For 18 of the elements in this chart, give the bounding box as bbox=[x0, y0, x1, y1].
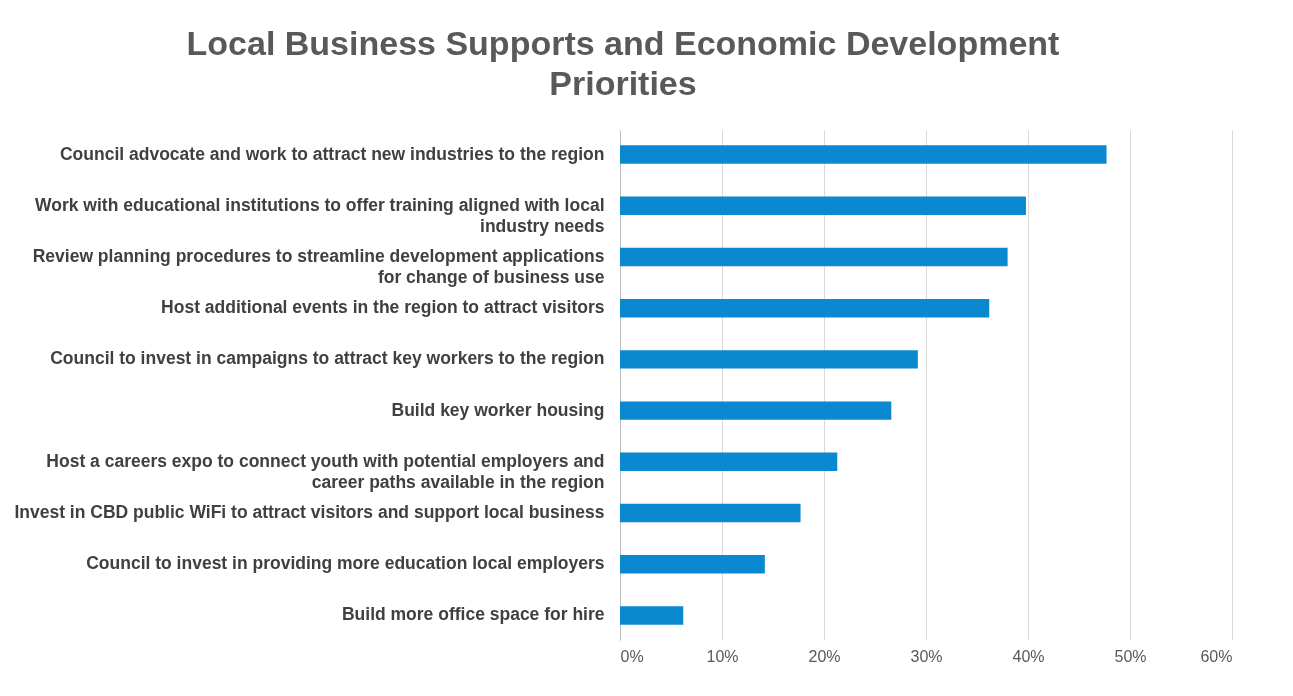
y-tick-label: Work with educational institutions to offer training aligned with local industry needs bbox=[35, 194, 605, 236]
y-tick-label: Council to invest in campaigns to attract key workers to the region bbox=[50, 348, 605, 369]
y-tick-label: Build more office space for hire bbox=[341, 604, 605, 625]
x-tick-label: 50% bbox=[1114, 647, 1147, 665]
y-tick-label: Council advocate and work to attract new industries to the region bbox=[59, 143, 605, 164]
y-tick-label: Host additional events in the region to attract visitors bbox=[161, 297, 605, 318]
x-tick-label: 40% bbox=[1012, 647, 1045, 665]
y-tick-label: Review planning procedures to streamline development applications for change of business use bbox=[32, 245, 605, 287]
y-tick-label: Invest in CBD public WiFi to attract visitors and support local business bbox=[14, 502, 605, 523]
y-tick-label: Build key worker housing bbox=[391, 399, 605, 420]
y-tick-label: Host a careers expo to connect youth with potential employers and career paths available in the region bbox=[46, 450, 605, 492]
chart-title: Local Business Supports and Economic Development Priorities bbox=[186, 24, 1060, 102]
x-tick-label: 10% bbox=[706, 647, 739, 665]
x-tick-label: 30% bbox=[910, 647, 943, 665]
x-tick-label: 20% bbox=[808, 647, 841, 665]
x-tick-label: 0% bbox=[620, 647, 644, 665]
y-tick-label: Council to invest in providing more education local employers bbox=[86, 553, 605, 574]
x-tick-label: 60% bbox=[1200, 647, 1233, 665]
